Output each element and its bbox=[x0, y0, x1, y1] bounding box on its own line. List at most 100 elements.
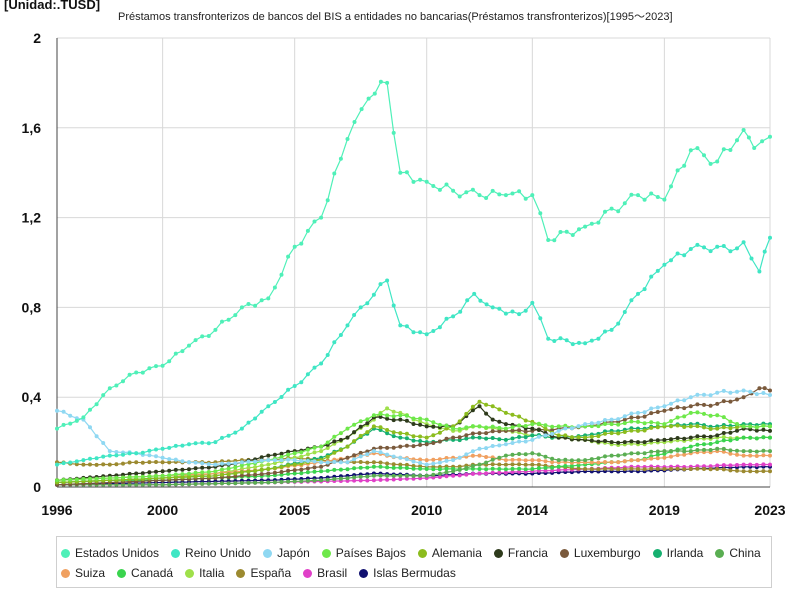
data-point bbox=[398, 413, 403, 418]
data-point bbox=[358, 433, 363, 438]
data-point bbox=[629, 192, 634, 197]
data-point bbox=[338, 156, 343, 161]
data-point bbox=[437, 187, 442, 192]
legend-item[interactable]: Estados Unidos bbox=[61, 546, 159, 560]
data-point bbox=[272, 480, 277, 485]
legend-item[interactable]: Luxemburgo bbox=[559, 546, 641, 560]
legend-item[interactable]: Canadá bbox=[117, 566, 173, 580]
data-point bbox=[127, 475, 132, 479]
data-point bbox=[431, 475, 436, 480]
data-point bbox=[266, 467, 271, 471]
legend-item[interactable]: Francia bbox=[493, 546, 548, 560]
data-point bbox=[398, 417, 403, 422]
legend-item[interactable]: Japón bbox=[263, 546, 310, 560]
data-point bbox=[682, 414, 687, 419]
legend-row: Estados Unidos Reino Unido Japón Países Baj… bbox=[61, 543, 767, 563]
data-point bbox=[444, 423, 449, 428]
data-point bbox=[484, 460, 489, 465]
data-point bbox=[735, 138, 739, 143]
data-point bbox=[596, 434, 601, 439]
data-point bbox=[669, 424, 673, 429]
legend-label: Estados Unidos bbox=[75, 546, 160, 560]
data-point bbox=[378, 412, 383, 416]
data-point bbox=[563, 423, 568, 428]
data-point bbox=[312, 450, 317, 455]
y-tick-label: 2 bbox=[33, 30, 41, 46]
data-point bbox=[444, 456, 449, 460]
legend-item[interactable]: Países Bajos bbox=[321, 546, 406, 560]
data-point bbox=[577, 340, 581, 345]
data-point bbox=[404, 462, 409, 467]
series-japón bbox=[55, 388, 772, 467]
data-point bbox=[200, 470, 205, 475]
data-point bbox=[728, 426, 733, 431]
data-point bbox=[378, 464, 383, 469]
data-point bbox=[404, 436, 409, 441]
data-point bbox=[391, 409, 396, 414]
data-point bbox=[437, 422, 442, 427]
data-point bbox=[134, 451, 139, 456]
data-point bbox=[457, 427, 462, 431]
data-point bbox=[470, 408, 475, 413]
data-point bbox=[649, 420, 654, 425]
data-point bbox=[147, 460, 152, 465]
data-point bbox=[74, 477, 79, 482]
data-point bbox=[404, 170, 409, 175]
x-tick-label: 2023 bbox=[754, 502, 785, 518]
data-point bbox=[464, 425, 469, 430]
data-point bbox=[305, 452, 310, 457]
data-point bbox=[411, 459, 416, 464]
data-point bbox=[366, 96, 371, 101]
data-point bbox=[655, 421, 660, 426]
data-point bbox=[550, 424, 555, 429]
legend-item[interactable]: China bbox=[715, 546, 761, 560]
data-point bbox=[497, 429, 502, 434]
data-point bbox=[114, 450, 119, 454]
data-point bbox=[226, 433, 231, 438]
data-point bbox=[253, 469, 258, 473]
data-point bbox=[338, 431, 343, 436]
data-point bbox=[266, 296, 271, 301]
legend-item[interactable]: Suiza bbox=[61, 566, 105, 580]
data-point bbox=[695, 146, 700, 151]
data-point bbox=[715, 467, 720, 471]
data-point bbox=[754, 392, 759, 397]
data-point bbox=[576, 466, 581, 471]
data-point bbox=[622, 459, 627, 464]
data-point bbox=[490, 424, 495, 429]
data-point bbox=[768, 428, 772, 433]
data-point bbox=[365, 452, 370, 457]
y-tick-label: 0 bbox=[33, 479, 41, 495]
data-point bbox=[365, 474, 370, 479]
data-point bbox=[484, 446, 489, 451]
legend-item[interactable]: Irlanda bbox=[652, 546, 703, 560]
data-point bbox=[378, 477, 383, 482]
legend-item[interactable]: España bbox=[236, 566, 291, 580]
legend-item[interactable]: Italia bbox=[185, 566, 224, 580]
data-point bbox=[702, 402, 706, 407]
legend-item[interactable]: Reino Unido bbox=[171, 546, 251, 560]
data-point bbox=[418, 419, 423, 424]
data-point bbox=[358, 419, 363, 424]
data-point bbox=[477, 404, 482, 409]
legend-item[interactable]: Brasil bbox=[303, 566, 347, 580]
data-point bbox=[503, 422, 508, 427]
data-point bbox=[497, 419, 502, 424]
data-point bbox=[451, 314, 456, 319]
legend-item[interactable]: Islas Bermudas bbox=[359, 566, 456, 580]
data-point bbox=[424, 458, 429, 463]
data-point bbox=[669, 437, 673, 442]
data-point bbox=[391, 473, 396, 478]
data-point bbox=[404, 324, 409, 329]
data-point bbox=[682, 406, 687, 411]
data-point bbox=[411, 330, 416, 335]
data-point bbox=[715, 463, 720, 468]
legend-item[interactable]: Alemania bbox=[417, 546, 482, 560]
data-point bbox=[564, 338, 569, 343]
data-point bbox=[728, 468, 733, 473]
data-point bbox=[391, 477, 396, 482]
data-point bbox=[543, 454, 548, 459]
data-point bbox=[431, 461, 436, 466]
data-point bbox=[762, 386, 767, 391]
data-point bbox=[596, 420, 601, 425]
